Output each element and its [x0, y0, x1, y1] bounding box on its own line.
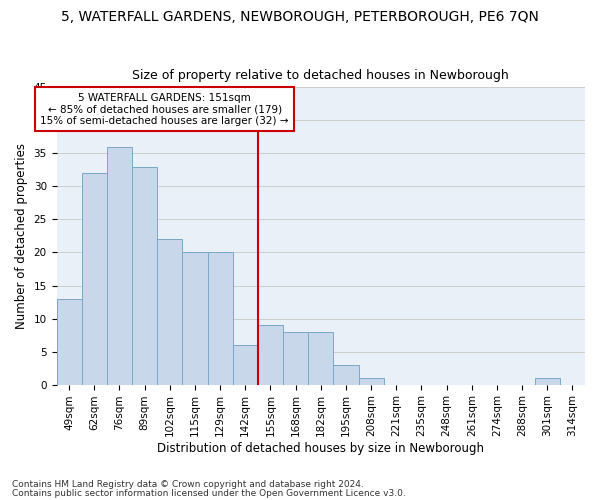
Y-axis label: Number of detached properties: Number of detached properties	[15, 143, 28, 329]
Bar	[334, 365, 359, 384]
Bar	[157, 240, 182, 384]
X-axis label: Distribution of detached houses by size in Newborough: Distribution of detached houses by size …	[157, 442, 484, 455]
Text: 5 WATERFALL GARDENS: 151sqm
← 85% of detached houses are smaller (179)
15% of se: 5 WATERFALL GARDENS: 151sqm ← 85% of det…	[40, 92, 289, 126]
Title: Size of property relative to detached houses in Newborough: Size of property relative to detached ho…	[133, 69, 509, 82]
Bar	[132, 166, 157, 384]
Bar	[107, 147, 132, 384]
Text: 5, WATERFALL GARDENS, NEWBOROUGH, PETERBOROUGH, PE6 7QN: 5, WATERFALL GARDENS, NEWBOROUGH, PETERB…	[61, 10, 539, 24]
Bar	[359, 378, 383, 384]
Bar	[182, 252, 208, 384]
Text: Contains HM Land Registry data © Crown copyright and database right 2024.: Contains HM Land Registry data © Crown c…	[12, 480, 364, 489]
Bar	[535, 378, 560, 384]
Bar	[208, 252, 233, 384]
Bar	[56, 298, 82, 384]
Bar	[283, 332, 308, 384]
Bar	[308, 332, 334, 384]
Bar	[258, 325, 283, 384]
Text: Contains public sector information licensed under the Open Government Licence v3: Contains public sector information licen…	[12, 489, 406, 498]
Bar	[233, 345, 258, 385]
Bar	[82, 173, 107, 384]
